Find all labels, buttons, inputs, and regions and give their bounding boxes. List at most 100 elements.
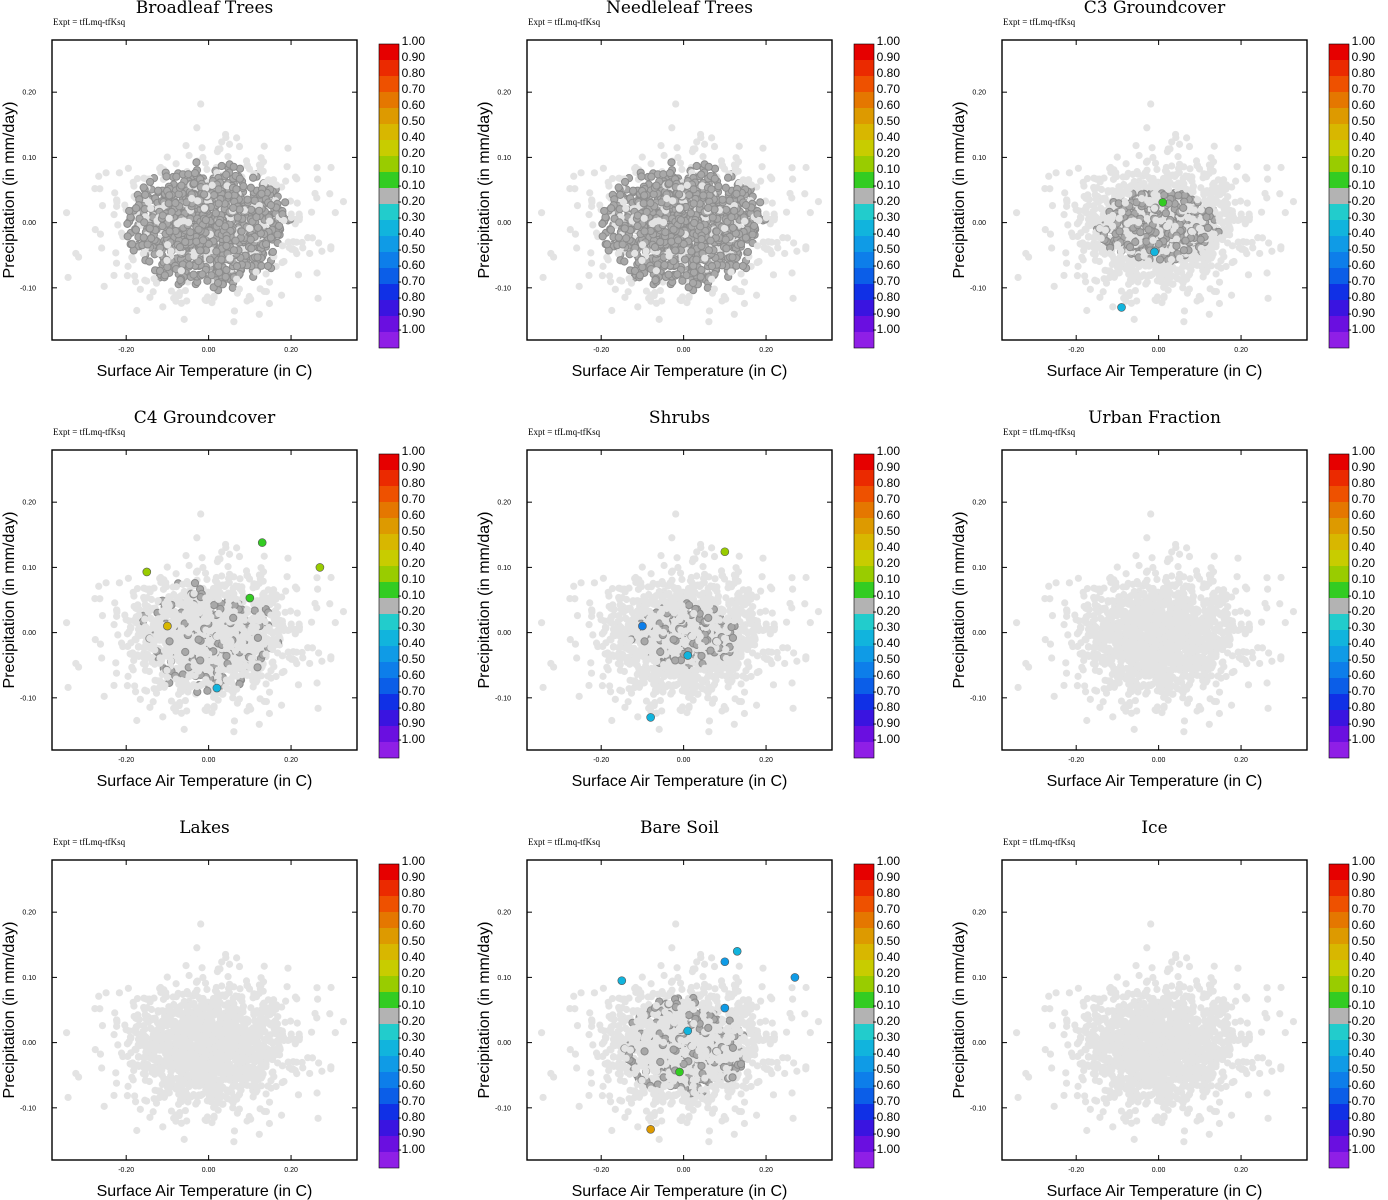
colorbar-label: 0.10 bbox=[877, 162, 901, 176]
data-point bbox=[1106, 267, 1114, 275]
data-point bbox=[1180, 163, 1188, 171]
data-point bbox=[147, 204, 155, 212]
data-point bbox=[1129, 260, 1137, 269]
data-point bbox=[1097, 204, 1105, 212]
data-point bbox=[181, 237, 190, 247]
data-point bbox=[663, 194, 671, 203]
data-point bbox=[1155, 255, 1165, 264]
panel-title: C3 Groundcover bbox=[1084, 0, 1226, 18]
data-point bbox=[181, 286, 189, 295]
data-point bbox=[621, 177, 630, 187]
data-point bbox=[633, 211, 642, 220]
plot-frame bbox=[1001, 39, 1308, 341]
colorbar-segment bbox=[379, 156, 399, 172]
data-point bbox=[704, 203, 713, 212]
data-point bbox=[1125, 190, 1133, 198]
data-point bbox=[255, 720, 263, 728]
data-point bbox=[285, 243, 293, 252]
data-point bbox=[158, 211, 167, 220]
data-point bbox=[1201, 196, 1209, 205]
data-point bbox=[143, 240, 152, 249]
data-point bbox=[235, 174, 244, 183]
data-point bbox=[226, 254, 234, 262]
data-point bbox=[599, 262, 607, 270]
data-point bbox=[789, 294, 797, 302]
data-point bbox=[1041, 184, 1049, 193]
data-point bbox=[1235, 243, 1243, 252]
data-point bbox=[1161, 209, 1170, 218]
colorbar-segment bbox=[854, 204, 874, 220]
colorbar-label: -0.80 bbox=[398, 290, 426, 304]
data-point bbox=[218, 138, 226, 146]
data-point bbox=[566, 225, 574, 234]
data-point bbox=[657, 198, 666, 207]
data-point bbox=[788, 269, 796, 277]
colorbar-label: 1.00 bbox=[402, 34, 426, 48]
data-point bbox=[1096, 178, 1104, 186]
data-point bbox=[652, 299, 661, 307]
data-point bbox=[201, 159, 210, 167]
y-tick-label: -0.10 bbox=[495, 285, 511, 292]
colorbar: 1.000.900.800.700.600.500.400.200.10-0.1… bbox=[853, 34, 901, 349]
colorbar-segment bbox=[854, 92, 874, 108]
data-point bbox=[1079, 256, 1087, 264]
y-tick-label: 0.10 bbox=[972, 155, 986, 162]
data-point bbox=[646, 198, 655, 208]
data-point bbox=[1195, 224, 1204, 232]
data-point bbox=[1101, 226, 1109, 234]
data-point bbox=[789, 175, 797, 183]
data-point bbox=[235, 142, 244, 151]
data-point bbox=[182, 198, 191, 207]
data-point bbox=[327, 245, 335, 253]
y-tick-label: 0.10 bbox=[22, 155, 36, 162]
data-point bbox=[281, 198, 290, 207]
data-point bbox=[184, 170, 193, 179]
data-point bbox=[307, 208, 316, 216]
data-point bbox=[277, 291, 286, 299]
data-point bbox=[1140, 252, 1148, 260]
data-point bbox=[740, 217, 749, 225]
data-point bbox=[1071, 201, 1079, 209]
data-point bbox=[632, 163, 640, 172]
data-point bbox=[157, 163, 165, 172]
data-point bbox=[193, 124, 201, 132]
y-tick-label: 0.20 bbox=[972, 90, 986, 97]
data-point bbox=[611, 285, 619, 293]
data-point bbox=[1084, 233, 1093, 241]
data-point bbox=[1197, 244, 1205, 253]
data-point bbox=[1157, 271, 1166, 279]
data-point bbox=[112, 259, 121, 267]
data-point bbox=[802, 245, 810, 253]
data-point bbox=[339, 607, 348, 616]
data-point bbox=[722, 205, 731, 214]
colorbar-label: -0.50 bbox=[873, 242, 901, 256]
data-point bbox=[1132, 198, 1141, 207]
colorbar-label: 0.40 bbox=[877, 130, 901, 144]
data-point bbox=[697, 265, 706, 275]
data-point bbox=[308, 234, 317, 242]
data-point bbox=[1123, 220, 1132, 228]
data-point bbox=[339, 197, 348, 206]
colorbar-segment bbox=[379, 316, 399, 332]
data-point bbox=[603, 240, 612, 249]
data-point bbox=[770, 210, 778, 218]
data-point bbox=[1108, 222, 1117, 230]
data-point bbox=[222, 170, 231, 179]
data-point bbox=[1113, 263, 1121, 271]
data-point bbox=[214, 185, 223, 194]
data-point bbox=[1131, 237, 1140, 247]
colorbar-segment bbox=[1329, 76, 1349, 92]
data-point bbox=[224, 191, 233, 200]
data-point bbox=[652, 267, 660, 275]
data-point bbox=[755, 257, 763, 266]
data-point bbox=[768, 175, 776, 183]
colorbar-segment bbox=[1329, 60, 1349, 76]
data-point bbox=[1257, 208, 1266, 216]
highlight-point bbox=[1117, 303, 1126, 312]
data-point bbox=[163, 263, 172, 272]
colorbar-label: 0.40 bbox=[1352, 130, 1376, 144]
data-point bbox=[1091, 213, 1099, 221]
data-point bbox=[293, 238, 301, 246]
data-point bbox=[690, 218, 699, 228]
colorbar-label: 0.60 bbox=[1352, 98, 1376, 112]
